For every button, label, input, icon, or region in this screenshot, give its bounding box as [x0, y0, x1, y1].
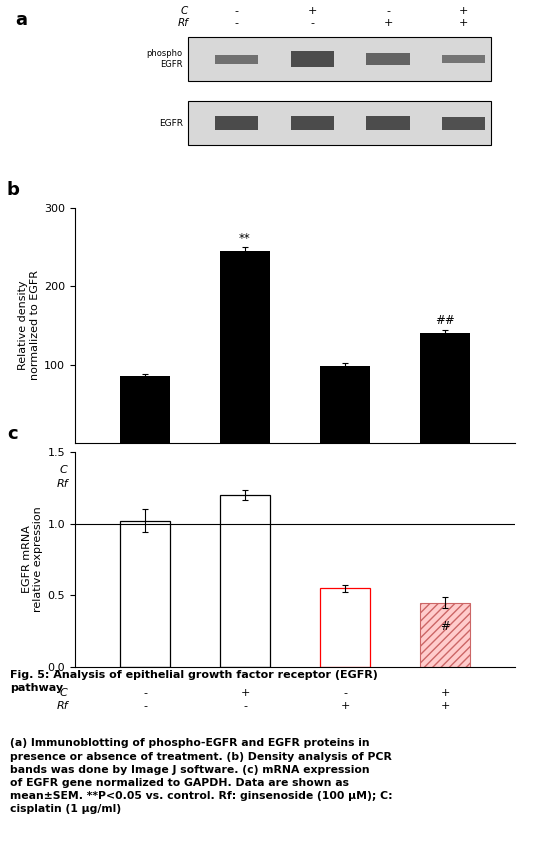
Bar: [188, 37, 490, 81]
Text: +: +: [440, 479, 450, 489]
Text: +: +: [459, 6, 468, 16]
Bar: [420, 333, 470, 443]
Text: -: -: [343, 465, 347, 475]
Text: +: +: [240, 688, 249, 698]
Bar: [215, 116, 258, 130]
Text: Fig. 5: Analysis of epithelial growth factor receptor (EGFR)
pathway: Fig. 5: Analysis of epithelial growth fa…: [10, 670, 378, 693]
Text: -: -: [235, 6, 239, 16]
Text: c: c: [7, 425, 17, 443]
Text: Rf: Rf: [177, 18, 188, 28]
Text: a: a: [16, 11, 27, 29]
Bar: [367, 53, 410, 65]
Text: +: +: [440, 465, 450, 475]
Bar: [215, 55, 258, 63]
Text: +: +: [307, 6, 317, 16]
Text: C: C: [181, 6, 188, 16]
Text: +: +: [440, 701, 450, 711]
Text: -: -: [386, 6, 390, 16]
Bar: [442, 55, 485, 63]
Bar: [188, 101, 490, 145]
Text: +: +: [240, 465, 249, 475]
Text: -: -: [243, 701, 247, 711]
Bar: [220, 251, 270, 443]
Bar: [320, 366, 370, 443]
Text: -: -: [143, 479, 147, 489]
Bar: [367, 116, 410, 130]
Bar: [442, 117, 485, 129]
Bar: [120, 521, 170, 667]
Text: +: +: [340, 701, 350, 711]
Text: +: +: [383, 18, 393, 28]
Text: -: -: [143, 465, 147, 475]
Bar: [291, 116, 334, 130]
Text: +: +: [340, 479, 350, 489]
Text: #: #: [440, 620, 450, 632]
Text: b: b: [7, 181, 20, 199]
Text: -: -: [143, 688, 147, 698]
Text: ##: ##: [435, 314, 455, 327]
Text: phospho
EGFR: phospho EGFR: [147, 50, 183, 69]
Bar: [120, 376, 170, 443]
Text: Rf: Rf: [57, 479, 69, 489]
Text: EGFR: EGFR: [159, 118, 183, 128]
Text: Rf: Rf: [57, 701, 69, 711]
Y-axis label: EGFR mRNA
relative expression: EGFR mRNA relative expression: [22, 506, 44, 613]
Text: +: +: [440, 688, 450, 698]
Text: -: -: [243, 479, 247, 489]
Text: +: +: [459, 18, 468, 28]
Bar: [220, 495, 270, 667]
Bar: [420, 602, 470, 667]
Text: C: C: [59, 688, 67, 698]
Text: -: -: [310, 18, 314, 28]
Text: -: -: [143, 701, 147, 711]
Text: -: -: [343, 688, 347, 698]
Bar: [320, 588, 370, 667]
Bar: [291, 51, 334, 67]
Text: C: C: [59, 465, 67, 475]
Text: (a) Immunoblotting of phospho-EGFR and EGFR proteins in
presence or absence of t: (a) Immunoblotting of phospho-EGFR and E…: [10, 739, 393, 814]
Text: -: -: [235, 18, 239, 28]
Text: **: **: [239, 231, 251, 245]
Y-axis label: Relative density
normalized to EGFR: Relative density normalized to EGFR: [18, 271, 40, 381]
